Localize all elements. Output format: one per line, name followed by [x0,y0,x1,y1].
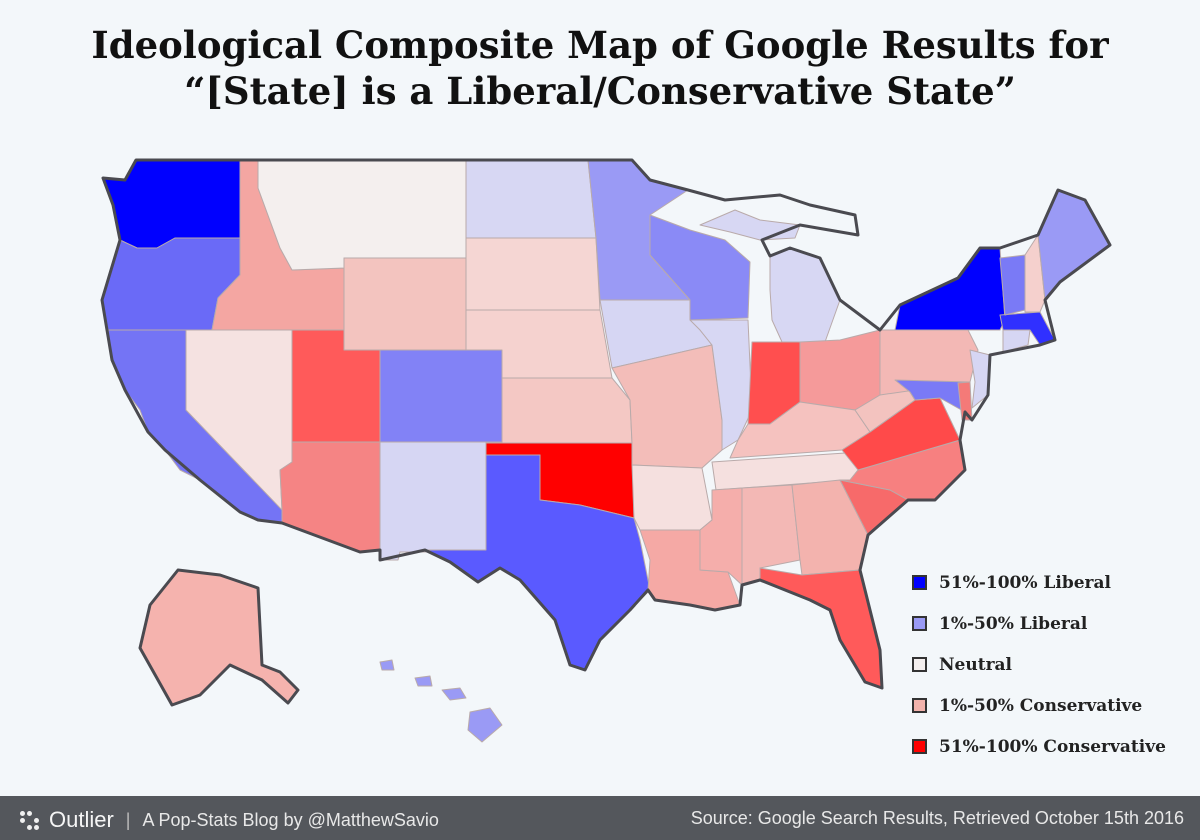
brand-name: Outlier [49,807,114,832]
state-Hawaii-maui [441,687,467,701]
state-Kansas [501,377,633,444]
footer-bar: Outlier | A Pop-Stats Blog by @MatthewSa… [0,796,1200,840]
legend-swatch [912,616,927,631]
state-Hawaii-kauai [379,659,395,671]
state-Hawaii [467,707,503,743]
state-Washington [102,159,241,249]
legend-label: 51%-100% Conservative [939,736,1166,757]
title-line-2: “[State] is a Liberal/Conservative State… [184,69,1016,113]
state-New Jersey [969,349,991,409]
legend-item: 1%-50% Liberal [912,603,1166,644]
state-Ohio [799,329,881,411]
legend: 51%-100% Liberal 1%-50% Liberal Neutral … [912,562,1166,767]
state-Maine [1037,189,1111,301]
legend-label: 1%-50% Conservative [939,695,1143,716]
state-New Mexico [379,441,487,561]
state-Colorado [379,349,503,443]
state-Vermont [999,254,1026,316]
title-line-1: Ideological Composite Map of Google Resu… [91,23,1109,67]
legend-label: 51%-100% Liberal [939,572,1111,593]
state-North Dakota [465,159,597,239]
state-Wisconsin [649,214,751,321]
legend-swatch [912,657,927,672]
legend-label: 1%-50% Liberal [939,613,1088,634]
state-South Dakota [465,237,601,311]
legend-swatch [912,575,927,590]
legend-item: Neutral [912,644,1166,685]
state-Illinois [689,319,753,451]
legend-swatch [912,739,927,754]
legend-item: 51%-100% Conservative [912,726,1166,767]
legend-swatch [912,698,927,713]
state-Wyoming [343,257,467,351]
state-Michigan-upper [699,209,801,241]
us-map [100,158,1112,743]
alaska-outline [138,568,300,707]
state-Hawaii-group [379,659,503,743]
legend-label: Neutral [939,654,1012,675]
state-Montana [257,159,467,271]
state-New York [894,247,1006,331]
map-title: Ideological Composite Map of Google Resu… [0,22,1200,114]
conus-outline [100,158,1112,690]
state-Hawaii-oahu [414,675,433,687]
state-Arkansas [631,464,713,531]
state-Arizona [279,441,381,553]
dots-icon [20,810,39,830]
legend-item: 51%-100% Liberal [912,562,1166,603]
state-Michigan [769,247,841,343]
source-credit: Source: Google Search Results, Retrieved… [690,808,1184,828]
legend-item: 1%-50% Conservative [912,685,1166,726]
footer-tagline: A Pop-Stats Blog by @MatthewSavio [142,809,439,830]
outlier-logo: Outlier | A Pop-Stats Blog by @MatthewSa… [20,807,439,833]
footer-separator: | [125,809,131,830]
